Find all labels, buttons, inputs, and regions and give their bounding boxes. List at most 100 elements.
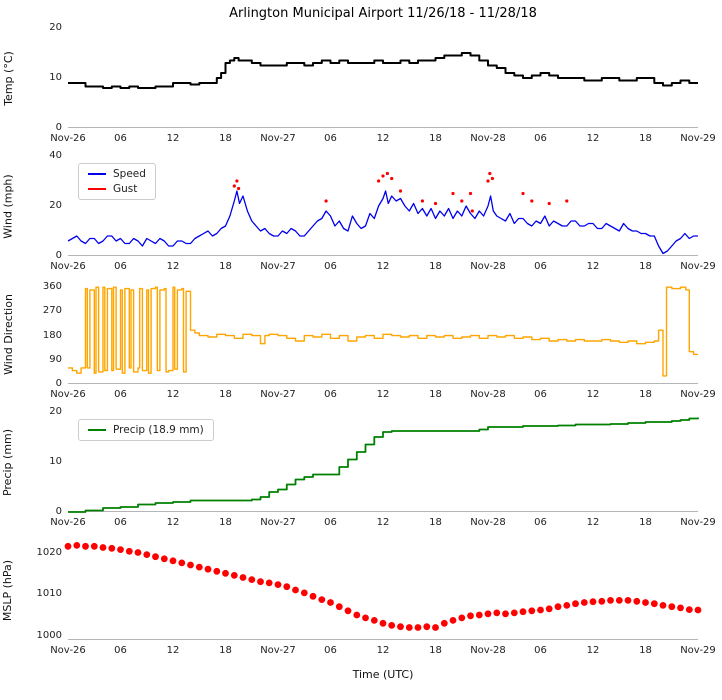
x-tick-label: 06 (324, 133, 337, 144)
x-tick-label: Nov-29 (680, 389, 716, 400)
point-mslp (642, 599, 649, 606)
x-tick-label: 12 (376, 133, 390, 144)
x-tick-label: 06 (324, 517, 337, 528)
x-tick-label: Nov-28 (470, 517, 506, 528)
x-tick-label: 18 (639, 517, 652, 528)
panel-mslp: MSLP (hPa) 1000 1010 1020 Nov-26 06 12 18 Nov-27… (0, 540, 722, 668)
point-mslp (274, 581, 282, 588)
point-gust (232, 184, 236, 188)
y-tick-label: 20 (49, 22, 62, 33)
point-mslp (615, 597, 623, 604)
x-tick-label: 06 (114, 261, 127, 272)
x-tick-label: Nov-27 (260, 261, 296, 272)
x-tick-label: 12 (376, 389, 390, 400)
point-mslp (458, 614, 466, 622)
point-mslp (432, 624, 439, 631)
x-tick-label: 06 (534, 389, 547, 400)
point-mslp (248, 576, 256, 583)
x-tick-label: Nov-29 (680, 261, 716, 272)
point-mslp (178, 559, 186, 567)
point-mslp (99, 544, 107, 551)
point-gust (381, 174, 385, 178)
point-gust (486, 179, 490, 183)
x-tick-label: Nov-29 (680, 517, 716, 528)
plot-area-precip (68, 417, 699, 513)
point-mslp (449, 617, 457, 624)
point-mslp (195, 563, 203, 571)
panel-wind_direction: Wind Direction 0 90 180 270 360 Nov-26 06 12 18 No… (0, 281, 722, 412)
x-tick-label: Nov-26 (50, 517, 86, 528)
y-tick-label: 180 (42, 329, 62, 341)
legend-item: Speed (88, 168, 146, 180)
point-gust (451, 191, 455, 196)
point-mslp (344, 607, 352, 615)
point-mslp (283, 583, 291, 591)
point-gust (237, 186, 241, 191)
point-mslp (187, 561, 194, 569)
x-axis-title: Time (UTC) (352, 668, 414, 681)
point-mslp (265, 579, 273, 587)
y-tick-label: 1020 (36, 546, 62, 558)
plot-area-temp (68, 52, 698, 128)
x-tick-label: 18 (219, 261, 232, 272)
x-tick-label: Nov-29 (680, 645, 716, 656)
point-mslp (563, 602, 571, 609)
point-mslp (519, 608, 527, 616)
y-tick-label: 0 (55, 378, 62, 389)
point-mslp (318, 596, 326, 603)
x-tick-label: 12 (166, 261, 180, 272)
x-tick-label: 12 (376, 517, 390, 528)
y-tick-label: 360 (42, 281, 62, 293)
x-tick-label: 06 (114, 389, 127, 400)
x-tick-label: 12 (166, 133, 180, 144)
x-tick-label: 12 (586, 517, 600, 528)
y-tick-label: 90 (49, 353, 62, 365)
x-tick-label: Nov-27 (260, 517, 296, 528)
point-gust (490, 176, 494, 181)
point-mslp (143, 551, 151, 558)
legend-swatch (88, 429, 106, 431)
point-mslp (160, 555, 168, 563)
x-tick-label: 06 (324, 645, 337, 656)
point-gust (565, 199, 569, 203)
x-tick-label: 18 (219, 645, 232, 656)
series-speed (67, 190, 698, 255)
x-tick-label: 18 (219, 389, 232, 400)
x-tick-label: 12 (166, 389, 180, 400)
point-mslp (502, 610, 509, 618)
x-tick-label: 18 (429, 133, 442, 144)
point-mslp (677, 604, 684, 612)
y-tick-label: 20 (49, 200, 62, 211)
legend-swatch (88, 188, 106, 190)
series-temp (68, 52, 698, 89)
x-tick-label: 06 (534, 645, 547, 656)
x-tick-label: 12 (376, 645, 390, 656)
point-mslp (300, 589, 308, 597)
plot-area-wind_direction (68, 286, 698, 384)
x-tick-label: 18 (639, 133, 652, 144)
point-mslp (327, 599, 334, 606)
x-tick-label: 06 (114, 645, 127, 656)
point-mslp (528, 607, 536, 615)
point-mslp (589, 598, 597, 606)
y-tick-label: 0 (55, 122, 62, 133)
point-gust (420, 199, 424, 203)
point-mslp (624, 597, 632, 604)
x-tick-label: Nov-28 (470, 133, 506, 144)
point-mslp (405, 624, 413, 631)
legend-item: Gust (88, 183, 146, 195)
point-mslp (370, 617, 378, 624)
point-mslp (204, 565, 212, 573)
point-mslp (108, 544, 116, 552)
x-tick-label: 18 (639, 645, 652, 656)
point-mslp (379, 619, 387, 627)
point-mslp (580, 599, 588, 606)
x-tick-label: Nov-26 (50, 133, 86, 144)
point-mslp (213, 567, 221, 575)
point-mslp (82, 542, 89, 550)
x-tick-label: 18 (429, 261, 442, 272)
y-tick-label: 10 (49, 72, 62, 83)
x-tick-label: 06 (534, 133, 547, 144)
point-mslp (607, 597, 614, 604)
point-mslp (117, 546, 124, 553)
